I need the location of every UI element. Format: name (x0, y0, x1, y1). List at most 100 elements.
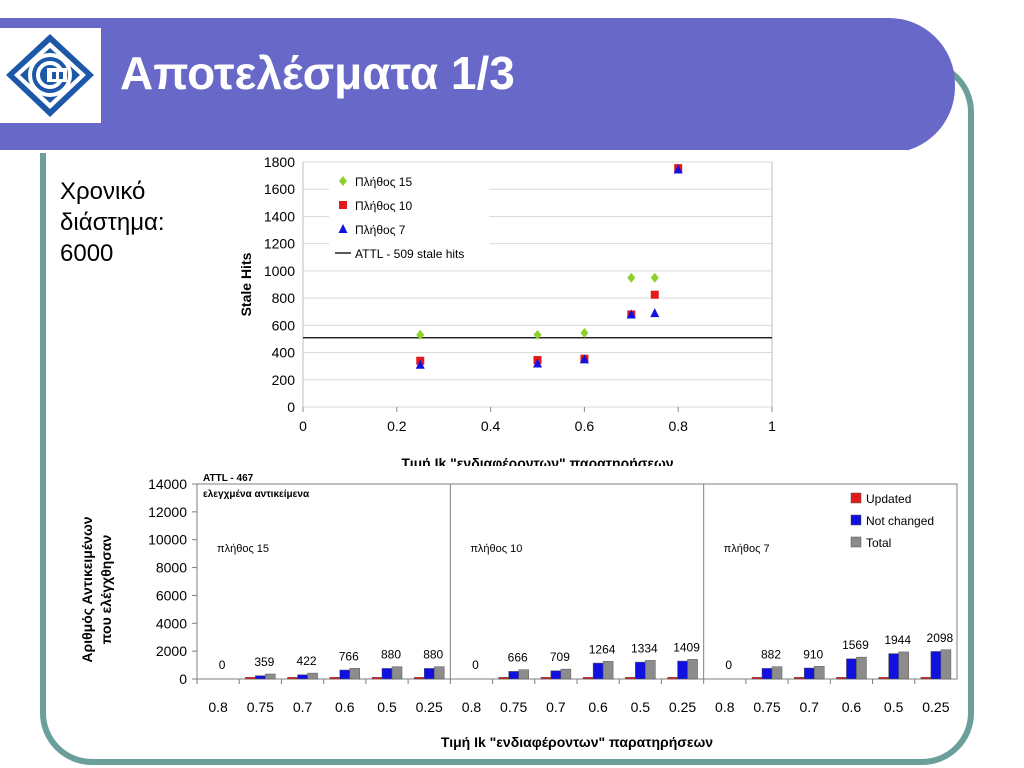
x-tick-label: 0.6 (575, 418, 595, 434)
scatter-point-series-1 (580, 327, 589, 338)
x-tick-label: 0.7 (799, 699, 819, 715)
scatter-point-series-3 (673, 164, 683, 174)
bar-not-changed (381, 668, 393, 680)
x-tick-label: 0.7 (546, 699, 566, 715)
scatter-point-series-1 (416, 329, 425, 340)
bar-not-changed (635, 661, 646, 680)
legend-label: Πλήθος 7 (355, 223, 406, 237)
bar-total-label: 1334 (631, 641, 658, 655)
legend-label: Updated (866, 492, 911, 506)
bar-total-label: 1264 (589, 642, 616, 656)
y-tick-label: 0 (179, 671, 187, 687)
bar-updated (582, 677, 594, 680)
legend-marker (338, 224, 348, 233)
scatter-point-series-3 (579, 354, 589, 364)
scatter-point-series-3 (533, 358, 542, 368)
y-axis-title-line-1: Αριθμός Αντικειμένων (79, 516, 95, 662)
bar-updated (878, 677, 889, 680)
bar-total-label: 359 (254, 655, 274, 669)
bar-total-label: 1944 (884, 633, 911, 647)
x-tick-label: 0.2 (387, 418, 407, 434)
x-axis-title: Τιμή Ik "ενδιαφέροντων" παρατηρήσεων (401, 455, 673, 466)
bar-not-changed (508, 671, 519, 680)
scatter-point-series-3 (415, 359, 425, 369)
group-label: πλήθος 7 (724, 543, 770, 555)
y-tick-label: 14000 (148, 476, 187, 492)
bar-not-changed (761, 668, 773, 680)
interval-line-2: διάστημα: (60, 209, 165, 236)
plot-area (196, 483, 958, 680)
bar-not-changed (550, 670, 562, 680)
x-tick-label: 0.5 (377, 699, 397, 715)
bar-total-label: 880 (423, 648, 443, 662)
x-tick-label: 0.6 (842, 699, 862, 715)
bar-total (856, 656, 867, 680)
scatter-point-series-1 (533, 329, 542, 340)
bar-not-changed (339, 669, 351, 680)
checked-objects-bar-chart: 0 2000 4000 6000 8000 10000 12000 14000 Αριθμός … (79, 473, 958, 750)
bar-total (391, 666, 403, 680)
bar-updated (836, 677, 847, 680)
attl-annotation-line-1: ATTL - 467 (203, 473, 254, 484)
y-tick-label: 200 (272, 372, 296, 388)
interval-note: Χρονικό διάστημα: 6000 (60, 176, 210, 269)
bar-not-changed (297, 674, 308, 680)
legend-swatch (850, 492, 862, 504)
bar-total (771, 666, 783, 680)
legend-label: Πλήθος 15 (355, 175, 412, 189)
attl-annotation-line-2: ελεγχμένα αντικείμενα (203, 489, 310, 500)
interval-line-3: 6000 (60, 240, 114, 267)
scatter-point-series-3 (650, 308, 660, 318)
y-tick-label: 6000 (156, 587, 187, 603)
bar-updated (245, 677, 256, 680)
bar-updated (287, 677, 298, 680)
x-tick-label: 0.7 (293, 699, 313, 715)
bar-total (813, 666, 825, 680)
bar-total-label: 910 (803, 647, 823, 661)
bar-total-label: 880 (381, 648, 401, 662)
bar-total (518, 669, 529, 680)
x-tick-label: 0.4 (481, 418, 501, 434)
bar-not-changed (677, 660, 688, 680)
y-tick-label: 1600 (264, 181, 295, 197)
stale-hits-scatter-chart: 0 200 400 600 800 1000 1200 1400 1600 1800 0 0.2 0.4… (238, 154, 776, 466)
bar-updated (625, 677, 636, 680)
bar-total-label: 2098 (927, 631, 954, 645)
bar-not-changed (423, 668, 435, 680)
bar-legend: Updated Not changed Total (850, 492, 934, 550)
bar-not-changed (255, 675, 266, 680)
bar-total-label: 0 (472, 658, 479, 672)
bar-updated (751, 677, 763, 680)
x-tick-label: 0.75 (500, 699, 527, 715)
y-tick-label: 4000 (156, 615, 187, 631)
scatter-point-series-1 (650, 272, 659, 283)
y-axis-title-line-2: που ελέγχθησαν (98, 534, 114, 644)
legend-label: Total (866, 536, 891, 550)
scatter-legend: Πλήθος 15 Πλήθος 10 Πλήθος 7 ATTL - 509 sta… (329, 168, 489, 270)
bar-updated (920, 677, 932, 680)
y-tick-label: 1200 (264, 236, 295, 252)
bar-updated (540, 677, 552, 680)
x-axis-title: Τιμή Ik "ενδιαφέροντων" παρατηρήσεων (441, 734, 713, 750)
group-label: πλήθος 10 (470, 543, 522, 555)
legend-marker (339, 201, 347, 209)
bar-total-label: 1409 (673, 640, 700, 654)
x-tick-label: 0.8 (462, 699, 482, 715)
bar-total-label: 709 (550, 650, 570, 664)
university-emblem-icon (6, 34, 94, 117)
bar-not-changed (888, 653, 899, 680)
y-tick-label: 1800 (264, 154, 295, 170)
legend-marker (339, 176, 347, 186)
title-underline (0, 150, 908, 153)
x-tick-label: 0.75 (753, 699, 780, 715)
bar-not-changed (592, 662, 604, 680)
y-tick-label: 600 (272, 317, 296, 333)
bar-updated (667, 677, 678, 680)
y-tick-label: 1000 (264, 263, 295, 279)
logo (0, 28, 101, 123)
bar-total-label: 666 (508, 651, 528, 665)
bar-total-label: 0 (219, 658, 226, 672)
bar-total-label: 882 (761, 648, 781, 662)
bar-not-changed (846, 658, 857, 680)
x-tick-label: 0.6 (335, 699, 355, 715)
